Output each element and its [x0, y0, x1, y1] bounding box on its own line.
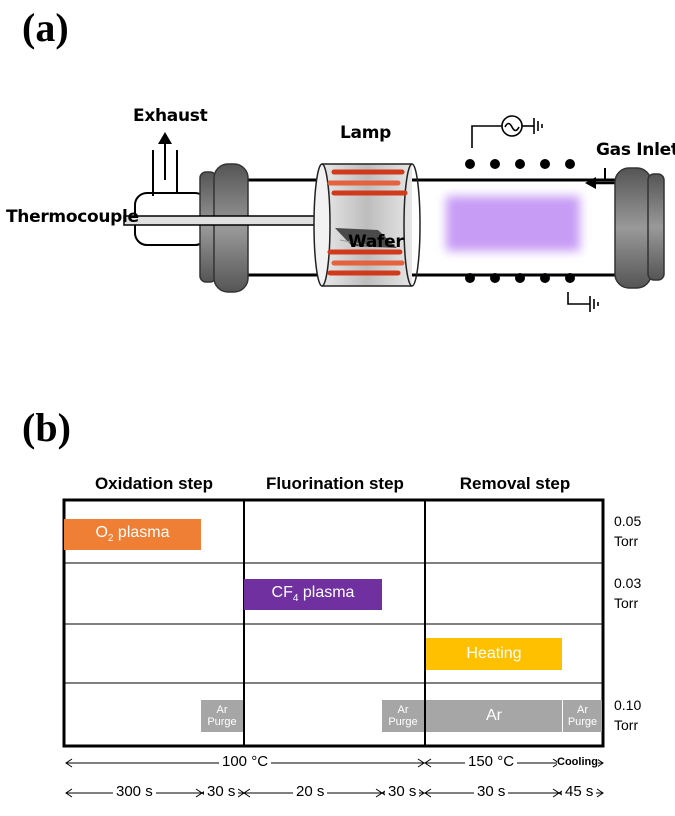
ar-bar: Ar — [426, 700, 562, 732]
duration-45s: 45 s — [562, 783, 597, 800]
panel-a-label: (a) — [22, 5, 69, 50]
rf-power-source-icon — [471, 115, 543, 148]
ground-icon — [567, 292, 599, 312]
lamp-label: Lamp — [340, 123, 391, 143]
pressure-row-4: 0.10 Torr — [614, 697, 642, 733]
duration-30s-c: 30 s — [474, 783, 509, 800]
reactor-schematic — [123, 115, 665, 312]
heating-bar: Heating — [426, 638, 562, 670]
temperature-timeline — [65, 758, 604, 768]
fluorination-step-title: Fluorination step — [266, 474, 404, 493]
cooling-label: Cooling — [557, 756, 598, 768]
removal-step-title: Removal step — [459, 474, 571, 493]
gas-inlet-label: Gas Inlet — [596, 140, 675, 160]
temp-label-150: 150 °C — [465, 753, 518, 770]
thermocouple-label: Thermocouple — [6, 207, 139, 227]
oxidation-step-title: Oxidation step — [94, 474, 214, 493]
exhaust-label: Exhaust — [133, 106, 208, 126]
rf-coil-bottom — [465, 273, 575, 283]
duration-300s: 300 s — [113, 783, 156, 800]
rf-coil-top — [465, 159, 575, 169]
exhaust-arrow — [152, 132, 178, 195]
pressure-row-1: 0.05 Torr — [614, 513, 642, 549]
plasma-glow — [446, 196, 580, 251]
o2-plasma-bar: O2 plasma — [64, 519, 201, 550]
wafer — [335, 228, 397, 248]
cf4-plasma-bar: CF4 plasma — [244, 579, 382, 610]
duration-30s-a: 30 s — [204, 783, 239, 800]
right-flange — [614, 167, 665, 289]
ar-purge-bar-2: Ar Purge — [382, 700, 424, 732]
lamp-unit — [313, 163, 421, 287]
duration-20s: 20 s — [293, 783, 328, 800]
temp-label-100: 100 °C — [219, 753, 272, 770]
ar-divider — [562, 700, 563, 732]
left-flange — [199, 163, 249, 293]
wafer-label: Wafer — [348, 232, 404, 252]
duration-30s-b: 30 s — [385, 783, 420, 800]
o2-plasma-label: O2 plasma — [95, 524, 170, 545]
panel-b-label: (b) — [22, 405, 71, 450]
heating-label: Heating — [466, 645, 522, 662]
cf4-plasma-label: CF4 plasma — [271, 584, 355, 605]
ar-label: Ar — [486, 707, 502, 724]
ar-purge-bar-1: Ar Purge — [201, 700, 243, 732]
pressure-row-2: 0.03 Torr — [614, 575, 642, 611]
ar-purge-bar-3: Ar Purge — [563, 700, 602, 732]
